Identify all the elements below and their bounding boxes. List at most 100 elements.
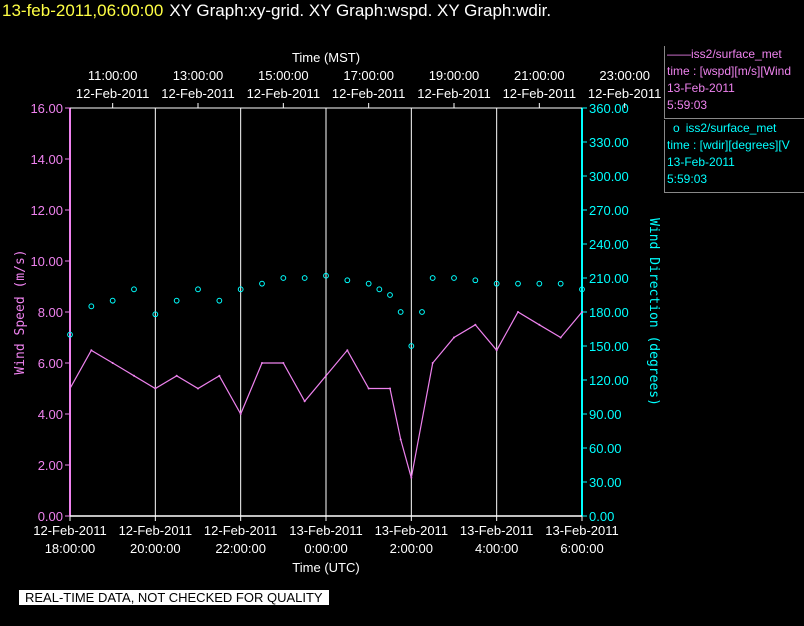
data-point-wspd	[239, 413, 242, 415]
data-point-wdir	[376, 286, 383, 293]
data-point-wdir	[515, 280, 521, 287]
data-point-wspd	[410, 476, 413, 479]
left-tick-label: 10.00	[30, 254, 63, 269]
legend-wspd-time: 5:59:03	[667, 98, 708, 112]
data-point-wdir	[472, 277, 479, 284]
right-tick-label: 150.00	[589, 339, 629, 354]
data-point-wdir	[88, 303, 95, 310]
data-point-wdir	[280, 275, 287, 281]
data-point-wdir	[195, 286, 201, 293]
top-tick-date: 12-Feb-2011	[76, 86, 149, 101]
bottom-tick-time: 22:00:00	[215, 541, 266, 556]
legend-wdir-time: 5:59:03	[667, 172, 708, 186]
data-point-wspd	[367, 387, 370, 390]
data-point-wspd	[431, 362, 434, 364]
bottom-tick-time: 0:00:00	[304, 541, 347, 556]
data-point-wspd	[325, 374, 327, 377]
data-point-wspd	[69, 387, 71, 390]
right-tick-label: 300.00	[589, 169, 629, 184]
data-point-wdir	[109, 297, 116, 304]
data-point-wdir	[365, 280, 372, 287]
data-point-wdir	[536, 280, 543, 287]
data-point-wspd	[154, 387, 157, 390]
right-tick-label: 90.00	[589, 407, 622, 422]
top-tick-time: 11:00:00	[88, 68, 138, 83]
bottom-tick-date: 12-Feb-2011	[33, 523, 106, 538]
left-tick-label: 8.00	[38, 305, 63, 320]
right-axis-label: Wind Direction (degrees)	[646, 218, 661, 406]
top-tick-date: 12-Feb-2011	[161, 86, 234, 101]
data-point-wdir	[216, 297, 223, 304]
top-axis-label: Time (MST)	[292, 50, 360, 65]
data-point-wdir	[557, 280, 564, 287]
data-point-wspd	[197, 387, 199, 390]
legend-wspd-desc: time : [wspd][m/s][Wind	[667, 64, 792, 78]
data-point-wdir	[408, 343, 415, 349]
legend-wdir-desc: time : [wdir][degrees][V	[667, 138, 790, 152]
right-tick-label: 180.00	[589, 305, 629, 320]
data-point-wspd	[453, 336, 455, 339]
bottom-tick-date: 12-Feb-2011	[119, 523, 192, 538]
legend-wdir-date: 13-Feb-2011	[667, 155, 735, 169]
title-graph-list: XY Graph:xy-grid. XY Graph:wspd. XY Grap…	[169, 1, 552, 20]
data-point-wdir	[429, 275, 436, 281]
bottom-tick-time: 4:00:00	[475, 541, 518, 556]
data-point-wdir	[237, 286, 244, 293]
data-point-wspd	[111, 362, 114, 364]
data-point-wdir	[419, 309, 425, 315]
data-point-wspd	[133, 374, 135, 377]
legend-wspd-source: iss2/surface_met	[691, 47, 782, 61]
data-point-wdir	[67, 331, 73, 338]
legend-wdir-source: iss2/surface_met	[685, 121, 777, 135]
graph-title: 13-feb-2011,06:00:00 XY Graph:xy-grid. XY…	[2, 1, 551, 21]
data-point-wdir	[131, 286, 137, 293]
right-tick-label: 0.00	[589, 509, 614, 524]
data-point-wdir	[301, 275, 308, 281]
bottom-tick-time: 18:00:00	[45, 541, 96, 556]
top-tick-date: 12-Feb-2011	[588, 86, 661, 101]
data-point-wspd	[282, 362, 285, 364]
left-tick-label: 14.00	[30, 152, 63, 167]
bottom-tick-time: 6:00:00	[560, 541, 603, 556]
legend-wspd-source-line: ——iss2/surface_met	[665, 46, 804, 63]
top-tick-time: 23:00:00	[599, 68, 650, 83]
top-tick-date: 12-Feb-2011	[503, 86, 576, 101]
data-point-wspd	[495, 349, 498, 352]
data-point-wdir	[259, 280, 265, 287]
right-tick-label: 60.00	[589, 441, 622, 456]
data-point-wspd	[538, 323, 541, 326]
bottom-tick-time: 2:00:00	[390, 541, 433, 556]
legend-wspd: ——iss2/surface_met time : [wspd][m/s][Wi…	[664, 46, 804, 119]
data-point-wspd	[346, 349, 349, 352]
left-tick-label: 2.00	[38, 458, 63, 473]
title-timestamp: 13-feb-2011,06:00:00	[2, 1, 164, 20]
data-point-wdir	[493, 280, 500, 287]
right-tick-label: 270.00	[589, 203, 629, 218]
top-tick-date: 12-Feb-2011	[247, 86, 320, 101]
data-point-wspd	[90, 349, 93, 352]
data-point-wdir	[451, 275, 457, 281]
top-tick-time: 15:00:00	[258, 68, 309, 83]
data-point-wdir	[173, 297, 180, 304]
right-tick-label: 240.00	[589, 237, 629, 252]
bottom-axis-label: Time (UTC)	[292, 560, 359, 575]
data-point-wspd	[581, 311, 583, 313]
legend-wspd-symbol: ——	[667, 47, 691, 61]
left-tick-label: 16.00	[30, 101, 63, 116]
bottom-tick-date: 13-Feb-2011	[545, 523, 618, 538]
top-tick-time: 17:00:00	[343, 68, 394, 83]
data-point-wspd	[218, 374, 221, 377]
right-tick-label: 30.00	[589, 475, 622, 490]
data-point-wdir	[579, 286, 585, 293]
top-tick-time: 21:00:00	[514, 68, 565, 83]
top-tick-time: 13:00:00	[173, 68, 224, 83]
data-point-wspd	[399, 438, 402, 441]
data-point-wspd	[389, 387, 391, 390]
data-point-wspd	[303, 400, 306, 403]
data-point-wspd	[175, 374, 178, 377]
left-axis-label: Wind Speed (m/s)	[13, 249, 28, 374]
right-tick-label: 330.00	[589, 135, 629, 150]
right-tick-label: 360.00	[589, 101, 629, 116]
data-point-wdir	[397, 309, 404, 315]
